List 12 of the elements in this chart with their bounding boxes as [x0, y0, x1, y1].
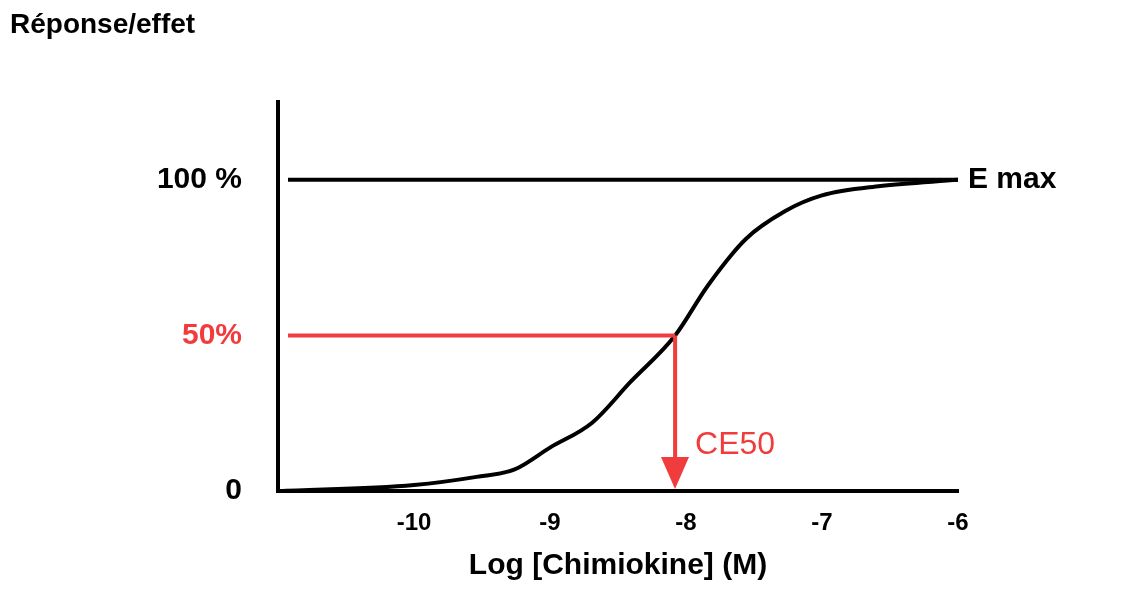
- x-tick-label: -10: [396, 508, 432, 536]
- ref-line-label: CE50: [695, 425, 776, 462]
- y-tick-label: 100 %: [156, 161, 242, 195]
- y-tick-label: 0: [225, 472, 242, 506]
- x-tick-label: -9: [539, 508, 561, 536]
- ref-line-label: 50%: [181, 316, 242, 350]
- y-axis-title: Réponse/effet: [9, 8, 197, 41]
- x-tick-label: -6: [947, 508, 969, 536]
- x-axis-title: Log [Chimiokine] (M): [468, 547, 768, 581]
- x-tick-label: -7: [811, 508, 833, 536]
- x-tick-label: -8: [675, 508, 697, 536]
- ref-line-label: E max: [968, 161, 1057, 195]
